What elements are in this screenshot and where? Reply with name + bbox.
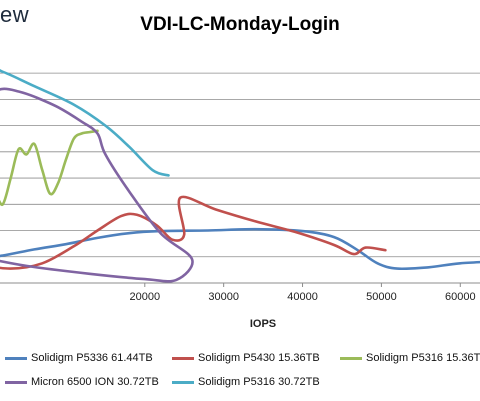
legend-item-solidigm-p5430-15-36tb: Solidigm P5430 15.36TB (172, 350, 320, 366)
chart-legend: Solidigm P5336 61.44TB Solidigm P5430 15.… (0, 344, 480, 400)
legend-item-solidigm-p5316-15-36tb: Solidigm P5316 15.36TB (340, 350, 480, 366)
legend-swatch (172, 380, 194, 384)
x-axis-label: IOPS (250, 318, 276, 330)
series-line-solidigm-p5316-30-72tb (0, 68, 170, 177)
x-tick-label: 60000 (445, 291, 476, 303)
legend-label: Solidigm P5316 30.72TB (198, 376, 320, 388)
series-line-solidigm-p5336-61-44tb (0, 227, 480, 271)
series-lines (0, 68, 480, 283)
legend-item-solidigm-p5316-30-72tb: Solidigm P5316 30.72TB (172, 374, 320, 390)
legend-swatch (340, 356, 362, 360)
legend-label: Solidigm P5316 15.36TB (366, 352, 480, 364)
legend-item-solidigm-p5336-61-44tb: Solidigm P5336 61.44TB (5, 350, 153, 366)
x-tick-label: 30000 (208, 291, 239, 303)
brand-logo-text: ew (0, 2, 30, 27)
legend-label: Micron 6500 ION 30.72TB (31, 376, 159, 388)
legend-swatch (5, 356, 27, 360)
x-tick-label: 20000 (129, 291, 160, 303)
x-tick-label: 40000 (287, 291, 318, 303)
series-line-solidigm-p5316-15-36tb (0, 129, 99, 207)
legend-swatch (172, 356, 194, 360)
legend-swatch (5, 380, 27, 384)
x-axis-ticks: 20000 30000 40000 50000 60000 (129, 283, 476, 303)
series-line-solidigm-p5430-15-36tb (0, 195, 387, 270)
legend-item-micron-6500-ion-30-72tb: Micron 6500 ION 30.72TB (5, 374, 159, 390)
gridlines (0, 72, 480, 284)
x-tick-label: 50000 (366, 291, 397, 303)
chart-title: VDI-LC-Monday-Login (140, 14, 340, 35)
series-line-micron-6500-ion-30-72tb (0, 87, 194, 283)
legend-label: Solidigm P5430 15.36TB (198, 352, 320, 364)
legend-label: Solidigm P5336 61.44TB (31, 352, 153, 364)
